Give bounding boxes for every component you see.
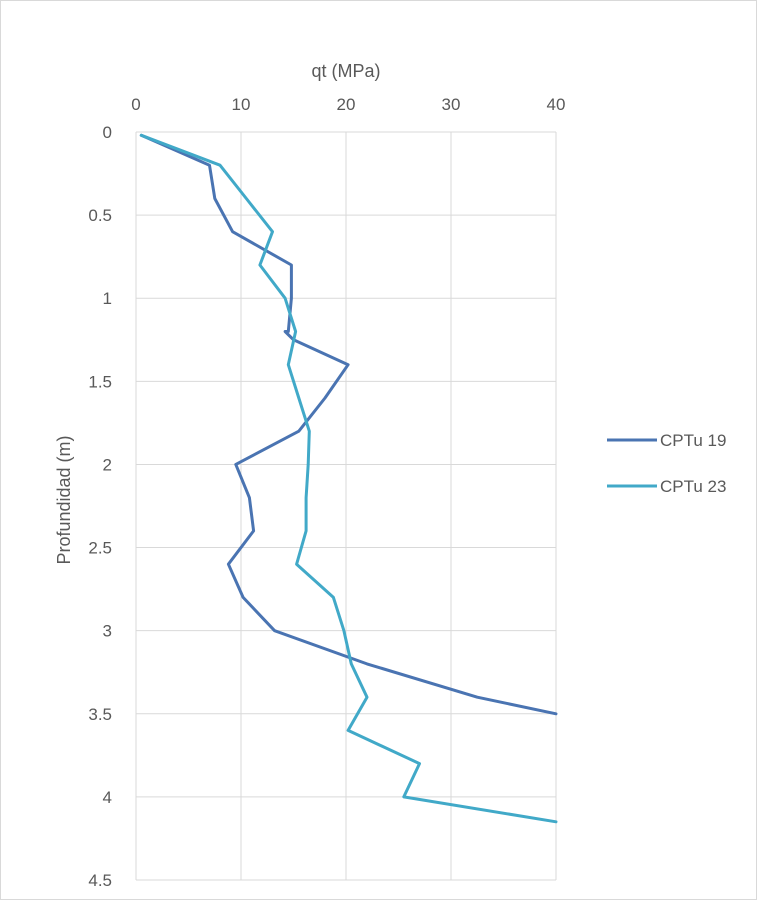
x-axis-title: qt (MPa) (311, 61, 380, 81)
x-tick-label: 30 (442, 95, 461, 114)
x-tick-label: 20 (337, 95, 356, 114)
grid (135, 131, 557, 881)
y-tick-label: 0.5 (88, 206, 112, 225)
y-tick-label: 3.5 (88, 705, 112, 724)
y-tick-label: 3 (103, 622, 112, 641)
x-tick-label: 10 (232, 95, 251, 114)
legend-label-1: CPTu 19 (660, 431, 726, 450)
y-axis-title: Profundidad (m) (54, 435, 74, 564)
legend: CPTu 19 CPTu 23 (607, 431, 726, 496)
series-line-1 (139, 133, 558, 716)
y-tick-label: 2 (103, 455, 112, 474)
series-layer (139, 133, 558, 824)
y-tick-label: 4.5 (88, 871, 112, 890)
y-tick-label: 0 (103, 123, 112, 142)
series-line-2 (139, 133, 558, 824)
y-tick-label: 1.5 (88, 372, 112, 391)
ticks-layer: 0 10 20 30 40 0 0.5 1 1.5 2 2.5 3 3.5 4 4.5 (88, 95, 565, 890)
y-tick-label: 4 (103, 788, 112, 807)
legend-label-2: CPTu 23 (660, 477, 726, 496)
y-tick-label: 1 (103, 289, 112, 308)
x-tick-label: 0 (131, 95, 140, 114)
x-tick-label: 40 (547, 95, 566, 114)
y-tick-label: 2.5 (88, 539, 112, 558)
